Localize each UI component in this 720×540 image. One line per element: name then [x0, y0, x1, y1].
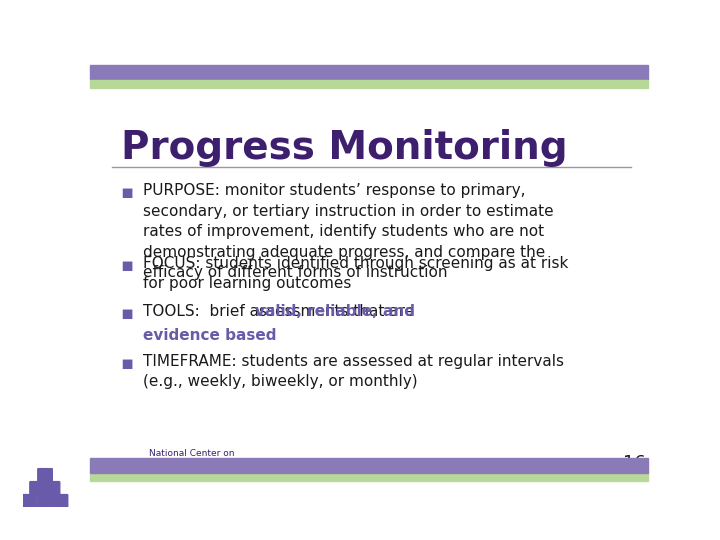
FancyBboxPatch shape: [53, 495, 68, 507]
Text: Progress Monitoring: Progress Monitoring: [121, 129, 567, 167]
Text: ▪: ▪: [121, 183, 134, 202]
Text: ▪: ▪: [121, 304, 134, 323]
Text: FOCUS: students identified through screening as at risk
for poor learning outcom: FOCUS: students identified through scree…: [143, 256, 568, 292]
Text: ▪: ▪: [121, 354, 134, 373]
Text: valid, reliable, and: valid, reliable, and: [256, 304, 415, 319]
Text: PURPOSE: monitor students’ response to primary,
secondary, or tertiary instructi: PURPOSE: monitor students’ response to p…: [143, 183, 554, 280]
Bar: [90, 65, 648, 80]
Text: ▪: ▪: [121, 256, 134, 275]
Text: evidence based: evidence based: [143, 328, 276, 342]
Text: Response to Intervention: Response to Intervention: [148, 462, 263, 471]
FancyBboxPatch shape: [30, 482, 45, 494]
FancyBboxPatch shape: [22, 495, 37, 507]
FancyBboxPatch shape: [45, 482, 60, 494]
Text: National Center on: National Center on: [148, 449, 234, 458]
Bar: [90, 458, 648, 473]
FancyBboxPatch shape: [37, 495, 53, 507]
FancyBboxPatch shape: [37, 469, 53, 481]
Bar: [90, 473, 648, 481]
Bar: [90, 80, 648, 87]
Text: 16: 16: [623, 454, 646, 471]
Text: TIMEFRAME: students are assessed at regular intervals
(e.g., weekly, biweekly, o: TIMEFRAME: students are assessed at regu…: [143, 354, 564, 389]
Text: TOOLS:  brief assessments that are: TOOLS: brief assessments that are: [143, 304, 419, 319]
